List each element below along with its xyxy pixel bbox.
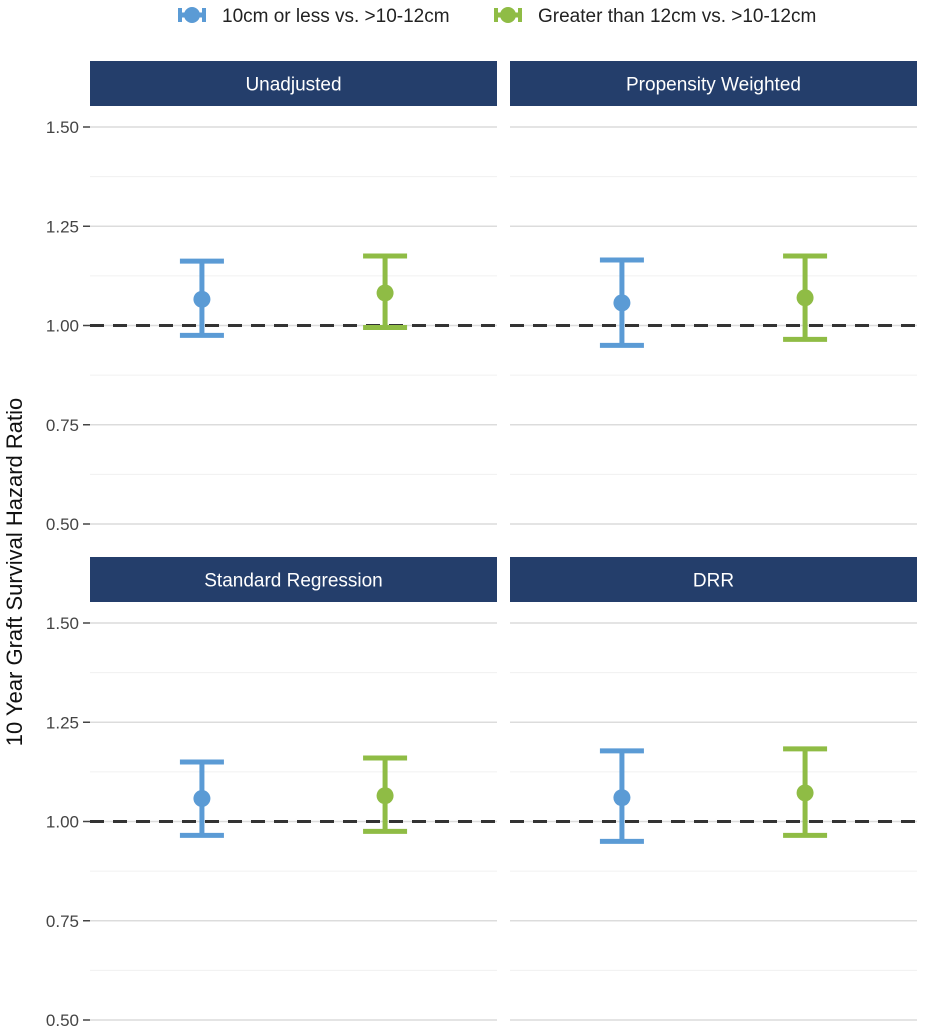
y-tick-label: 1.00 [46, 813, 79, 832]
errorbar-le10cm [599, 748, 644, 844]
y-tick-label: 1.25 [46, 713, 79, 732]
point-estimate [613, 294, 631, 312]
y-tick-label: 0.50 [46, 1011, 79, 1030]
point-estimate [376, 284, 394, 302]
facet-title: DRR [693, 571, 734, 592]
legend-key-point [184, 7, 200, 23]
y-tick-label: 1.50 [46, 118, 79, 137]
point-estimate [796, 289, 814, 307]
legend-item: 10cm or less vs. >10-12cm [178, 6, 450, 27]
facet-strip [90, 61, 497, 106]
legend-key-point [500, 7, 516, 23]
errorbar-gt12cm [783, 253, 828, 342]
point-estimate [613, 789, 631, 807]
chart-panels: Unadjusted Propensity Weighted Standard Re… [90, 61, 917, 1021]
point-estimate [193, 290, 211, 308]
facet-strip [510, 61, 917, 106]
y-tick-label: 1.00 [46, 317, 79, 336]
point-estimate [376, 787, 394, 805]
errorbar-gt12cm [363, 755, 408, 834]
errorbar-gt12cm [783, 746, 828, 838]
errorbar-le10cm [599, 257, 644, 348]
facet-strip [510, 557, 917, 602]
legend-item: Greater than 12cm vs. >10-12cm [494, 6, 816, 27]
legend-label: 10cm or less vs. >10-12cm [222, 6, 450, 27]
y-tick-label: 0.75 [46, 912, 79, 931]
y-axis-label: 10 Year Graft Survival Hazard Ratio [2, 398, 27, 747]
y-tick-label: 1.50 [46, 614, 79, 633]
panel-standard-regression: Standard Regression [90, 557, 497, 1021]
facet-title: Unadjusted [245, 75, 341, 96]
y-tick-label: 1.25 [46, 217, 79, 236]
errorbar-gt12cm [363, 253, 408, 330]
legend: 10cm or less vs. >10-12cm Greater than 12… [178, 6, 816, 27]
legend-label: Greater than 12cm vs. >10-12cm [538, 6, 816, 27]
point-estimate [796, 784, 814, 802]
facet-title: Standard Regression [204, 571, 383, 592]
facet-title: Propensity Weighted [626, 75, 801, 96]
facet-strip [90, 557, 497, 602]
y-tick-label: 0.75 [46, 416, 79, 435]
errorbar-le10cm [179, 759, 224, 838]
panel-unadjusted: Unadjusted [90, 61, 497, 525]
y-tick-label: 0.50 [46, 515, 79, 534]
panel-drr: DRR [510, 557, 917, 1021]
point-estimate [193, 789, 211, 807]
y-axes: 0.50 0.75 1.00 1.25 1.50 0.50 0.75 1.00 1.25 1.50 [46, 118, 90, 1030]
errorbar-le10cm [179, 258, 224, 338]
panel-propensity-weighted: Propensity Weighted [510, 61, 917, 525]
